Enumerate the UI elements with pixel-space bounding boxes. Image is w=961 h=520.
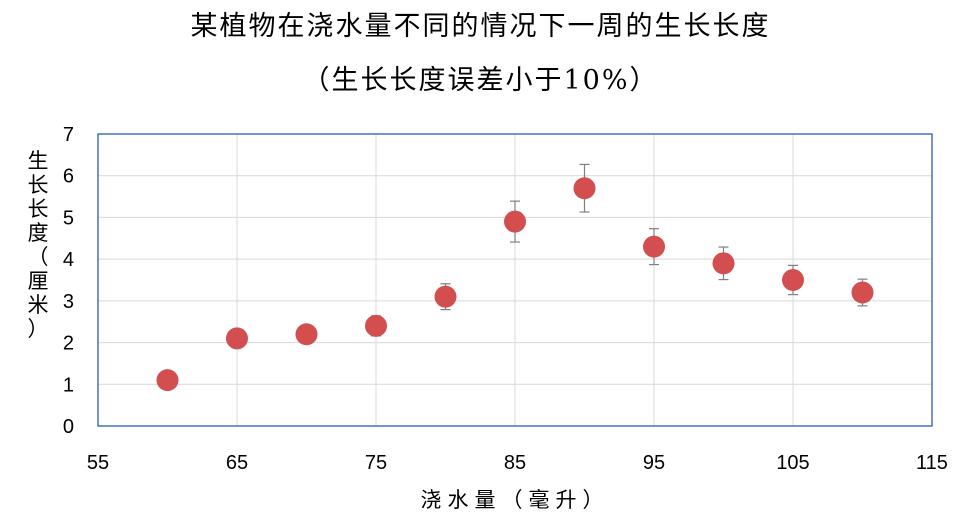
data-point — [504, 210, 526, 233]
x-tick-label: 115 — [916, 452, 948, 474]
data-point — [643, 235, 665, 258]
x-tick-label: 105 — [776, 452, 809, 474]
y-tick-label: 6 — [63, 166, 74, 188]
data-point — [365, 314, 387, 337]
data-points — [156, 177, 874, 392]
y-tick-label: 7 — [63, 124, 74, 146]
gridlines — [98, 134, 932, 426]
chart-title: 某植物在浇水量不同的情况下一周的生长长度 — [190, 11, 771, 42]
data-point — [434, 285, 457, 308]
plot-frame — [97, 133, 933, 427]
data-point — [712, 252, 735, 275]
y-tick-label: 5 — [63, 207, 74, 229]
data-point — [573, 177, 596, 200]
x-tick-label: 95 — [643, 452, 665, 474]
y-tick-label: 3 — [63, 291, 74, 313]
x-tick-label: 75 — [365, 452, 387, 474]
y-axis-label: 生长长度（厘米） — [28, 149, 49, 341]
x-tick-label: 85 — [504, 452, 526, 474]
y-tick-label: 1 — [63, 374, 74, 396]
tick-labels: 0 1 2 3 4 5 6 7 55 65 75 85 95 105 115 — [63, 124, 948, 474]
data-point — [782, 269, 804, 291]
x-axis-label: 浇水量（毫升） — [421, 488, 610, 512]
chart-subtitle: （生长长度误差小于10%） — [302, 65, 659, 96]
x-tick-label: 55 — [87, 452, 109, 474]
x-tick-label: 65 — [226, 452, 248, 474]
y-tick-label: 4 — [63, 249, 74, 271]
data-point — [226, 327, 248, 350]
y-tick-label: 2 — [63, 333, 74, 355]
y-tick-label: 0 — [63, 416, 74, 438]
data-point — [156, 369, 179, 392]
data-point — [851, 281, 874, 304]
data-point — [295, 323, 318, 346]
